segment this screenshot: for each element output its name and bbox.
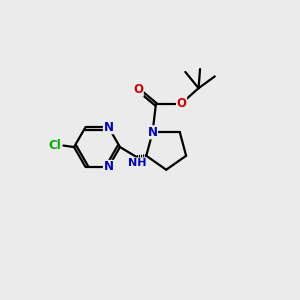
- Text: N: N: [148, 126, 158, 139]
- Text: Cl: Cl: [48, 139, 61, 152]
- Text: N: N: [103, 121, 113, 134]
- Text: N: N: [103, 160, 113, 173]
- Text: O: O: [176, 97, 187, 110]
- Text: NH: NH: [128, 158, 147, 168]
- Text: O: O: [133, 83, 143, 96]
